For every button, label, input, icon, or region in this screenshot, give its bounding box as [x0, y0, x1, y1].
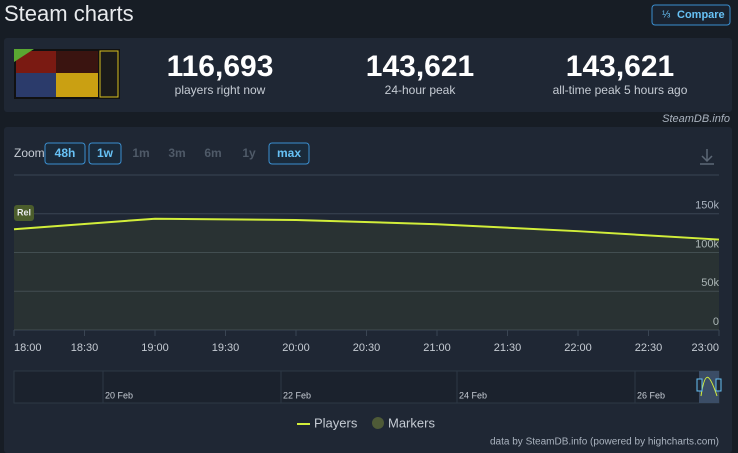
compare-icon: ⅓	[662, 10, 671, 21]
x-tick-label: 20:00	[282, 342, 310, 354]
x-tick-label: 20:30	[353, 342, 381, 354]
credit: data by SteamDB.info (powered by highcha…	[490, 437, 719, 448]
navigator-handle[interactable]	[715, 378, 722, 392]
navigator-handle[interactable]	[696, 378, 703, 392]
zoom-button-label[interactable]: max	[277, 146, 301, 160]
image-part	[16, 51, 56, 73]
y-tick-label: 150k	[695, 200, 719, 212]
image-part	[56, 51, 98, 73]
zoom-button-label[interactable]: 6m	[204, 146, 221, 160]
legend-marker	[372, 417, 384, 429]
navigator-label: 24 Feb	[459, 390, 487, 400]
stats-panel	[4, 38, 732, 112]
zoom-button[interactable]	[88, 142, 122, 165]
stat-value: 116,693	[167, 50, 274, 83]
game-image	[14, 49, 120, 99]
x-tick-label: 21:30	[494, 342, 522, 354]
navigator-selection	[699, 371, 719, 403]
y-tick-label: 50k	[701, 277, 719, 289]
marker-flag[interactable]	[14, 205, 34, 221]
stat-label: all-time peak 5 hours ago	[553, 83, 688, 97]
x-tick-label: 22:30	[635, 342, 663, 354]
source-label: SteamDB.info	[662, 113, 730, 125]
zoom-label: Zoom	[14, 146, 45, 160]
navigator[interactable]	[13, 370, 722, 404]
navigator-label: 26 Feb	[637, 390, 665, 400]
y-tick-label: 100k	[695, 238, 719, 250]
x-tick-label: 19:00	[141, 342, 169, 354]
line	[13, 217, 720, 241]
compare-label[interactable]: Compare	[677, 9, 725, 21]
stat-value: 143,621	[366, 50, 474, 83]
x-tick-label: 19:30	[212, 342, 240, 354]
x-tick-label: 18:30	[71, 342, 99, 354]
zoom-button-label[interactable]: 1w	[97, 146, 114, 160]
stat-value: 143,621	[566, 50, 674, 83]
area	[14, 218, 719, 330]
zoom-button-label[interactable]: 1y	[242, 146, 256, 160]
zoom-button[interactable]	[44, 142, 86, 165]
marker-label: Rel	[17, 207, 31, 217]
icon-stroke	[701, 155, 713, 163]
zoom-button-label[interactable]: 3m	[168, 146, 185, 160]
navigator-label: 22 Feb	[283, 390, 311, 400]
compare-button[interactable]	[651, 4, 731, 26]
page-title: Steam charts	[4, 1, 134, 26]
legend-label[interactable]: Markers	[388, 415, 435, 430]
download-icon[interactable]	[700, 149, 714, 165]
image-part	[16, 73, 56, 97]
image-part	[99, 50, 119, 98]
image-ribbon	[14, 49, 34, 62]
zoom-button-label[interactable]: 48h	[55, 146, 76, 160]
x-tick-label: 23:00	[691, 342, 719, 354]
x-tick-label: 22:00	[564, 342, 592, 354]
zoom-button[interactable]	[268, 142, 310, 165]
image-part	[56, 73, 98, 97]
x-tick-label: 21:00	[423, 342, 451, 354]
navigator-label: 20 Feb	[105, 390, 133, 400]
zoom-button-label[interactable]: 1m	[132, 146, 149, 160]
stat-label: players right now	[175, 83, 266, 97]
navigator-bg	[13, 370, 720, 404]
y-tick-label: 0	[713, 316, 719, 328]
legend-label[interactable]: Players	[314, 415, 358, 430]
x-tick-label: 18:00	[14, 342, 42, 354]
stat-label: 24-hour peak	[385, 83, 457, 97]
